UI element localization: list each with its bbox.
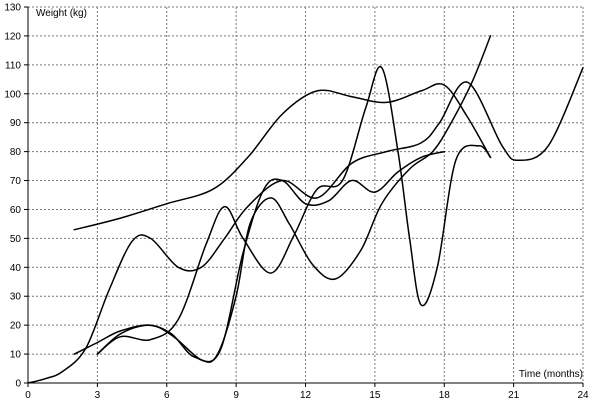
- x-tick-label: 9: [233, 390, 239, 401]
- x-tick-label: 6: [164, 390, 170, 401]
- y-tick-label: 110: [5, 60, 21, 71]
- y-tick-label: 100: [4, 89, 21, 100]
- series-line-4: [96, 65, 492, 355]
- series-layer: [27, 35, 584, 384]
- x-tick-label: 21: [508, 390, 520, 401]
- y-tick-label: 40: [10, 263, 22, 274]
- y-axis-label: Weight (kg): [36, 8, 87, 19]
- y-tick-label: 20: [10, 321, 22, 332]
- x-tick-label: 12: [300, 390, 312, 401]
- series-line-3: [73, 35, 492, 363]
- series-line-2: [73, 83, 492, 231]
- y-tick-label: 10: [10, 350, 22, 361]
- tick-marks: [24, 6, 584, 387]
- series-line-5: [96, 150, 446, 363]
- x-tick-label: 3: [95, 390, 101, 401]
- y-tick-label: 60: [10, 205, 22, 216]
- x-tick-label: 15: [369, 390, 381, 401]
- y-tick-label: 50: [10, 234, 22, 245]
- series-line-1: [27, 66, 584, 384]
- y-tick-label: 30: [10, 292, 22, 303]
- x-axis-label: Time (months): [519, 369, 583, 380]
- y-tick-label: 70: [10, 176, 22, 187]
- y-tick-label: 130: [4, 3, 21, 14]
- y-tick-label: 80: [10, 147, 22, 158]
- tick-labels: 0 3 6 9 12 15 18 21 24 0 10 20 30 40 50 60 70 80 90 100 110 1…: [4, 3, 589, 402]
- x-tick-label: 0: [25, 390, 31, 401]
- x-tick-label: 24: [577, 390, 589, 401]
- x-tick-label: 18: [439, 390, 451, 401]
- grid-lines: [28, 6, 584, 383]
- y-tick-label: 120: [4, 31, 21, 42]
- y-tick-label: 90: [10, 118, 22, 129]
- y-tick-label: 0: [15, 379, 21, 390]
